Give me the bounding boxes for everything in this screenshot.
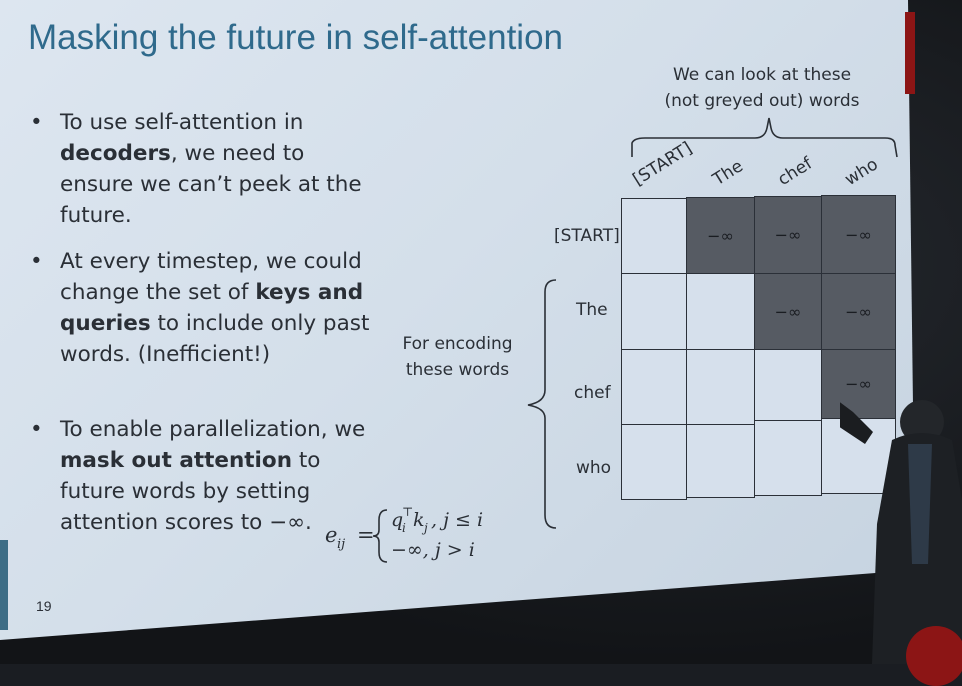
bullet-2-pre: At every timestep, we could change the s… [60, 249, 362, 305]
slide: Masking the future in self-attention • T… [0, 0, 915, 640]
cell-1-2: −∞ [754, 273, 822, 350]
bullet-1-post: , we need to ensure we can’t peek at the… [60, 141, 362, 228]
cell-2-1 [686, 349, 755, 425]
bullet-3: • To enable parallelization, we mask out… [30, 417, 366, 535]
top-bracket [631, 117, 898, 158]
side-caption: For encoding these words [395, 331, 520, 383]
formula-lhs-sub: ij [337, 537, 345, 552]
bullet-3-bold: mask out attention [60, 448, 293, 473]
top-caption-line-2: (not greyed out) words [664, 91, 860, 111]
bullet-3-post: to future words by setting attention sco… [60, 448, 321, 535]
cell-1-1 [686, 273, 755, 350]
slide-title: Masking the future in self-attention [28, 18, 564, 57]
cell-0-3: −∞ [821, 195, 896, 274]
brackets [527, 117, 898, 529]
bullet-1: • To use self-attention in decoders, we … [30, 110, 362, 228]
formula-brace [372, 509, 388, 563]
accent-bar-red [905, 12, 915, 94]
formula-graphic: e ij = q i ⊤ k j , j ≤ i −∞, j > i [325, 505, 483, 563]
mask-label: −∞ [845, 225, 872, 244]
stanford-logo [906, 626, 962, 686]
cell-1-3: −∞ [821, 273, 896, 350]
formula-case1-k: k [413, 509, 425, 531]
bullet-2: • At every timestep, we could change the… [30, 249, 370, 367]
formula-case1-cond: , j ≤ i [431, 509, 483, 531]
mask-label: −∞ [774, 225, 802, 245]
row-label-the: The [576, 300, 608, 320]
top-caption: We can look at these (not greyed out) wo… [662, 62, 862, 114]
cell-1-0 [621, 273, 687, 350]
formula-case1-q: q [391, 509, 403, 531]
side-bracket [527, 279, 557, 529]
bullet-1-pre: To use self-attention in [60, 110, 304, 135]
mask-label: −∞ [774, 302, 802, 321]
cell-2-0 [621, 349, 687, 425]
bullet-2-bold: keys and queries [60, 280, 364, 336]
row-label-chef: chef [574, 383, 611, 403]
bullet-3-pre: To enable parallelization, we [60, 417, 366, 442]
top-caption-line-1: We can look at these [672, 65, 852, 85]
row-label-who: who [576, 458, 612, 478]
mask-label: −∞ [845, 302, 872, 321]
cell-0-1: −∞ [686, 197, 755, 274]
bullet-2-post: to include only past words. (Inefficient… [60, 311, 370, 367]
mask-label: −∞ [845, 374, 872, 394]
side-caption-line-2: these words [405, 360, 510, 380]
accent-bar-left [0, 540, 8, 630]
cell-2-2 [754, 349, 822, 421]
side-caption-line-1: For encoding [402, 334, 513, 354]
formula-equals: = [357, 523, 375, 547]
formula-lhs: e [325, 523, 337, 547]
presenter-silhouette [840, 400, 962, 664]
cell-0-0 [621, 198, 687, 274]
cell-3-1 [686, 424, 755, 498]
cell-0-2: −∞ [754, 196, 822, 274]
cell-3-0 [621, 424, 687, 500]
page-number: 19 [36, 598, 52, 614]
cell-3-2 [754, 420, 822, 496]
formula-case1-sub: i [402, 521, 406, 535]
formula-case2: −∞, j > i [391, 539, 475, 561]
row-label-start: [START] [554, 226, 620, 246]
formula-case1-k-sub: j [421, 521, 428, 535]
mask-label: −∞ [707, 226, 734, 245]
formula-case1-sup: ⊤ [402, 505, 413, 519]
bullet-1-bold: decoders [60, 141, 171, 166]
